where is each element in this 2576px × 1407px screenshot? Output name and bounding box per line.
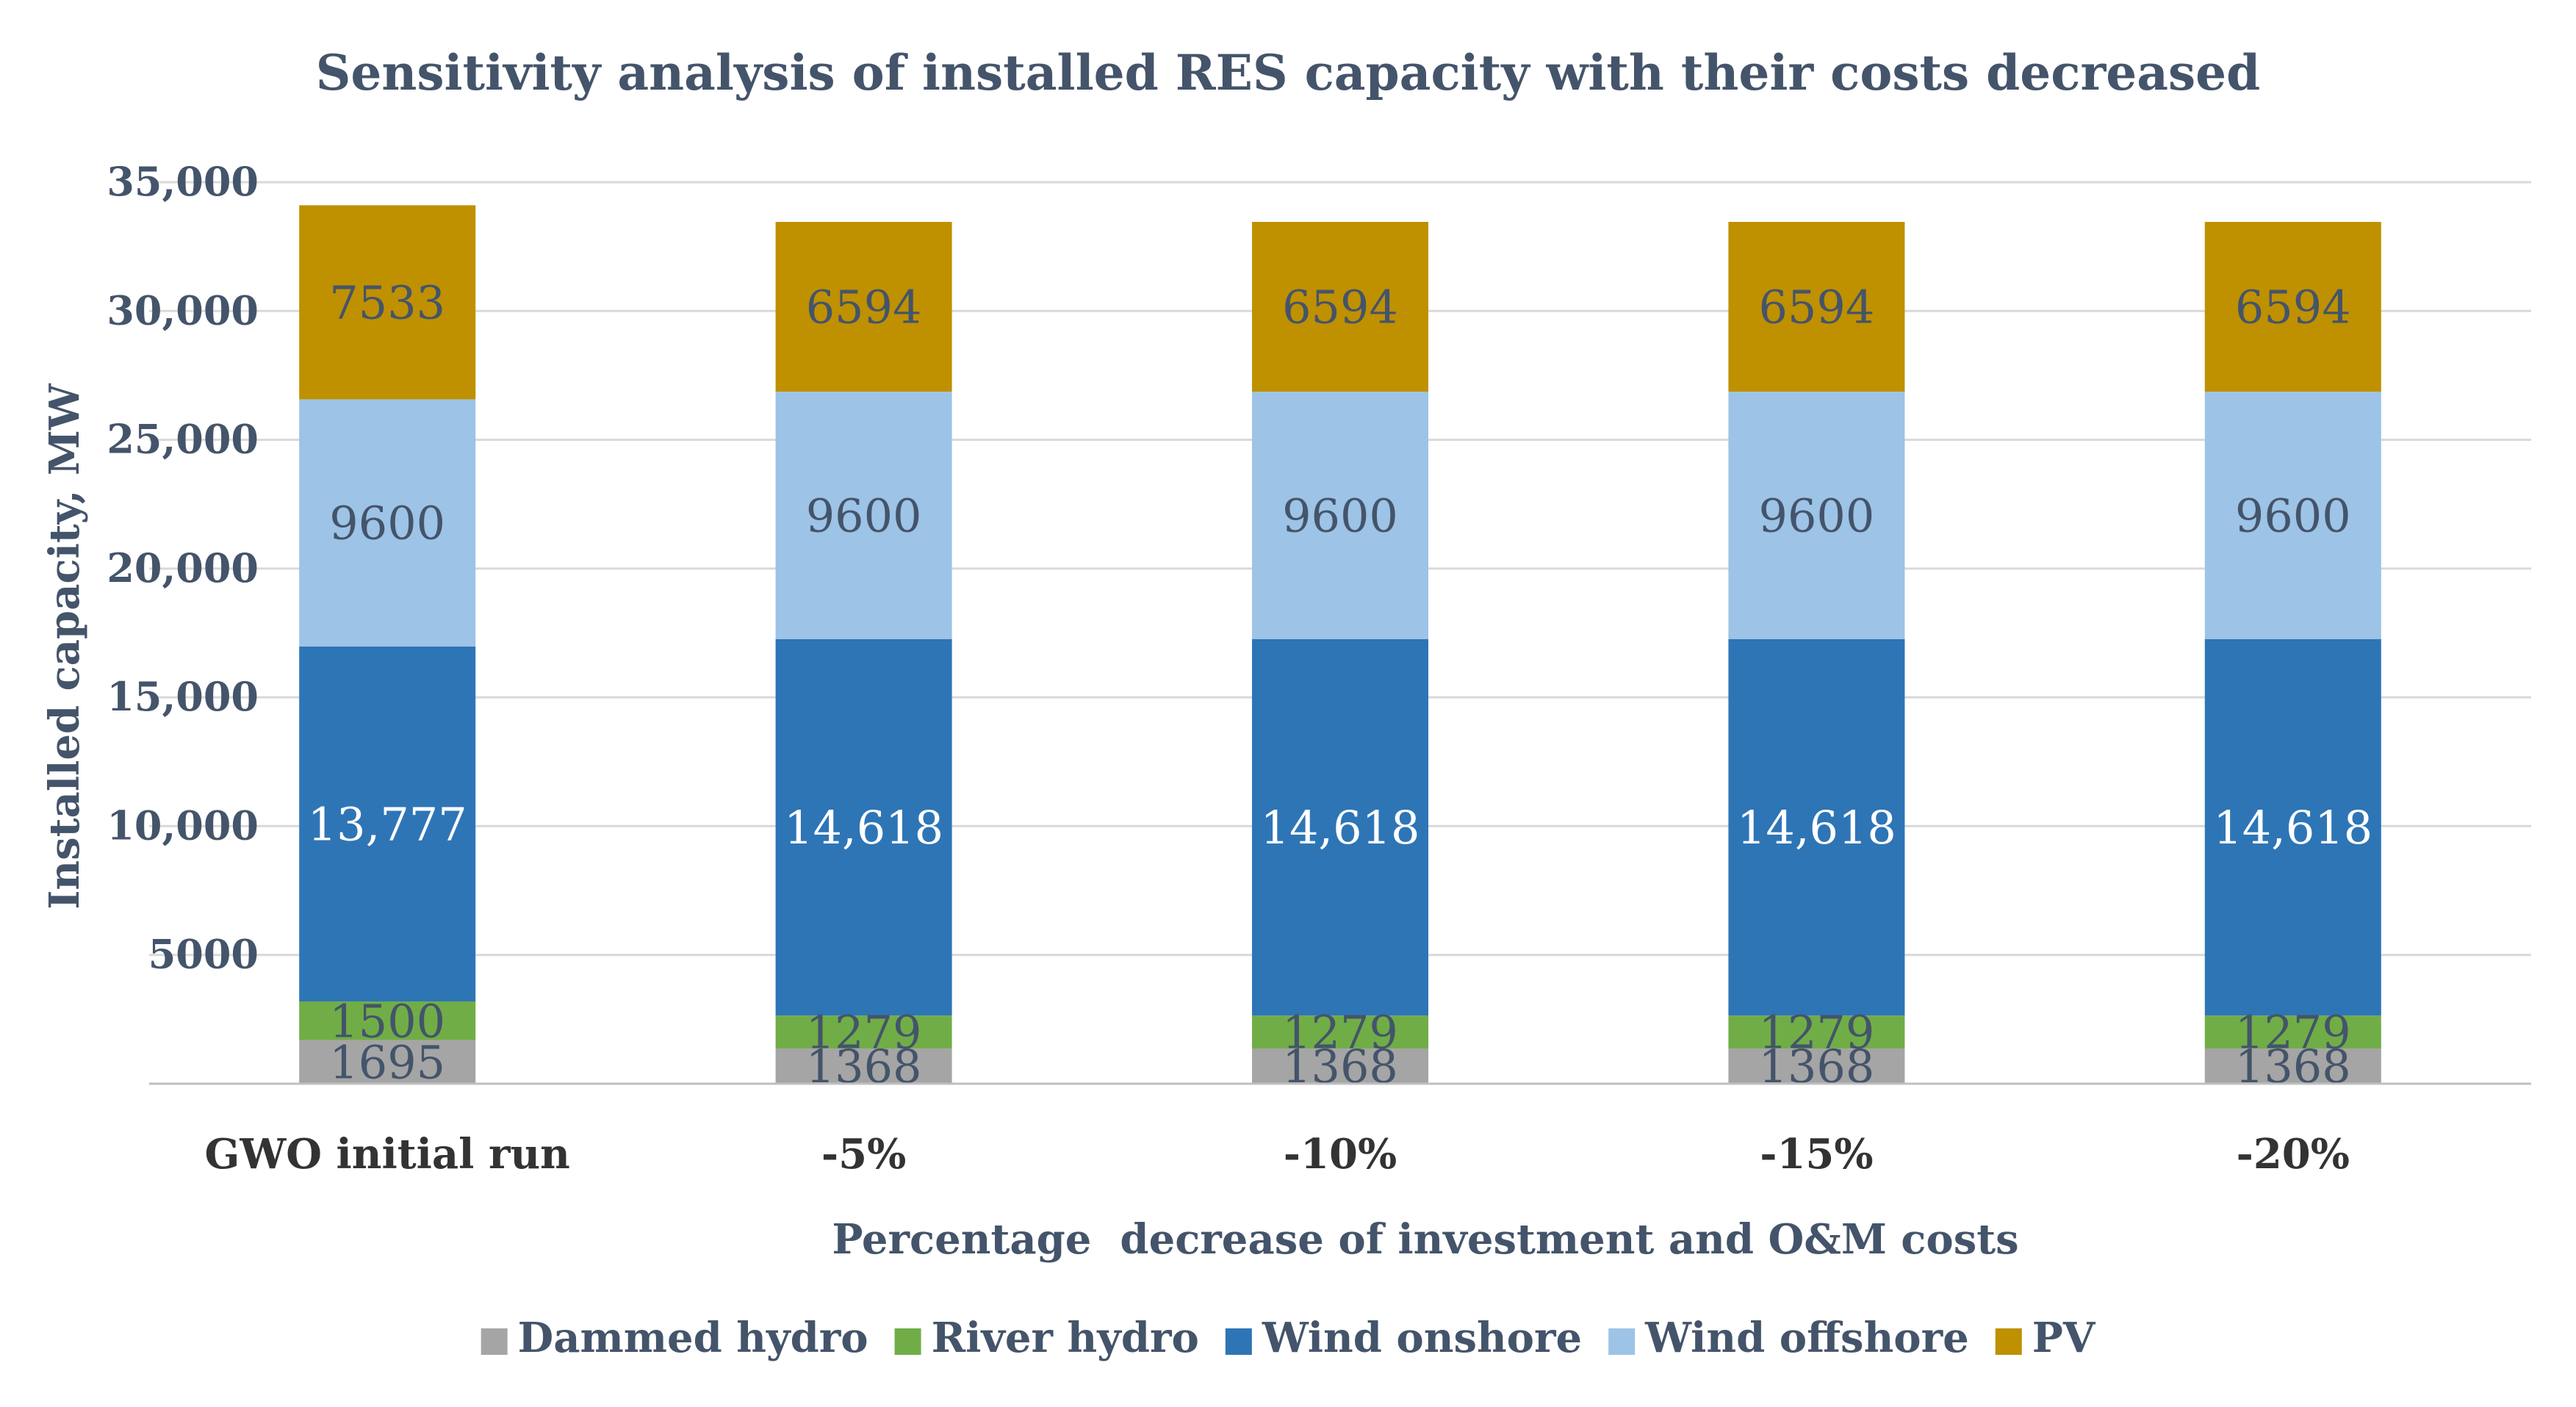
legend-label-river-hydro: River hydro [932, 1314, 1199, 1362]
data-label-pv-2: 6594 [806, 281, 922, 334]
y-tick-label: 30,000 [107, 287, 259, 334]
bar-pv-4 [1728, 222, 1905, 392]
bar-pv-3 [1252, 222, 1428, 392]
bar-dammed-hydro-1 [299, 1040, 476, 1084]
y-axis-ticks: 5000 10,000 15,000 20,000 25,000 30,000 35,000 [107, 158, 259, 978]
legend-swatch-wind-onshore [1225, 1328, 1252, 1355]
data-label-wind-offshore-5: 9600 [2235, 489, 2351, 542]
bar-river-hydro-1 [299, 1001, 476, 1040]
data-labels: 1695150013,777960075331368127914,6189600… [308, 276, 2373, 1093]
legend-swatch-pv [1995, 1328, 2022, 1355]
y-tick-label: 15,000 [107, 673, 259, 720]
bar-dammed-hydro-5 [2204, 1048, 2381, 1084]
data-label-wind-offshore-1: 9600 [329, 497, 445, 550]
y-tick-label: 20,000 [107, 544, 259, 591]
bar-river-hydro-5 [2204, 1015, 2381, 1049]
legend-label-dammed-hydro: Dammed hydro [518, 1314, 868, 1362]
x-category-label: -20% [2237, 1130, 2350, 1179]
legend: Dammed hydro River hydro Wind onshore Wind … [481, 1314, 2096, 1362]
chart-title: Sensitivity analysis of installed RES ca… [316, 44, 2261, 101]
y-tick-label: 10,000 [107, 802, 259, 849]
y-tick-label: 25,000 [107, 416, 259, 463]
data-label-wind-onshore-1: 13,777 [308, 798, 467, 852]
bar-wind-onshore-2 [775, 638, 952, 1016]
data-label-wind-onshore-5: 14,618 [2213, 801, 2372, 854]
bar-dammed-hydro-2 [775, 1048, 952, 1084]
data-label-river-hydro-4: 1279 [1759, 1006, 1875, 1059]
data-label-wind-onshore-3: 14,618 [1261, 801, 1420, 854]
bar-pv-5 [2204, 222, 2381, 392]
bar-wind-onshore-5 [2204, 638, 2381, 1016]
legend-label-pv: PV [2032, 1314, 2096, 1362]
bar-wind-offshore-2 [775, 392, 952, 639]
data-label-river-hydro-1: 1500 [329, 994, 445, 1048]
y-tick-label: 5000 [148, 931, 259, 978]
bar-pv-2 [775, 222, 952, 392]
legend-label-wind-onshore: Wind onshore [1262, 1314, 1582, 1362]
bar-wind-offshore-3 [1252, 392, 1428, 639]
data-label-river-hydro-2: 1279 [806, 1006, 922, 1059]
data-label-dammed-hydro-1: 1695 [329, 1035, 445, 1089]
x-axis-title: Percentage decrease of investment and O&… [832, 1215, 2018, 1264]
legend-item-river-hydro: River hydro [894, 1314, 1199, 1362]
data-label-wind-offshore-3: 9600 [1282, 489, 1398, 542]
legend-label-wind-offshore: Wind offshore [1644, 1314, 1969, 1362]
legend-item-wind-offshore: Wind offshore [1608, 1314, 1969, 1362]
legend-swatch-river-hydro [894, 1328, 921, 1355]
data-label-river-hydro-3: 1279 [1282, 1006, 1398, 1059]
bar-pv-1 [299, 205, 476, 400]
bar-dammed-hydro-4 [1728, 1048, 1905, 1084]
bar-wind-onshore-4 [1728, 638, 1905, 1016]
y-tick-label: 35,000 [107, 158, 259, 205]
data-label-pv-1: 7533 [329, 276, 445, 329]
data-label-river-hydro-5: 1279 [2235, 1006, 2351, 1059]
bar-river-hydro-3 [1252, 1015, 1428, 1049]
bar-wind-onshore-3 [1252, 638, 1428, 1016]
legend-swatch-dammed-hydro [481, 1328, 508, 1355]
legend-swatch-wind-offshore [1608, 1328, 1636, 1355]
bars [299, 205, 2381, 1084]
bar-wind-offshore-4 [1728, 392, 1905, 639]
data-label-wind-offshore-4: 9600 [1759, 489, 1875, 542]
bar-wind-onshore-1 [299, 647, 476, 1001]
data-label-pv-4: 6594 [1759, 281, 1875, 334]
legend-item-wind-onshore: Wind onshore [1225, 1314, 1582, 1362]
x-category-label: -15% [1760, 1130, 1873, 1179]
x-category-label: -5% [821, 1130, 906, 1179]
data-label-wind-onshore-2: 14,618 [784, 801, 943, 854]
bar-river-hydro-2 [775, 1015, 952, 1049]
y-axis-title: Installed capacity, MW [40, 383, 89, 910]
bar-river-hydro-4 [1728, 1015, 1905, 1049]
data-label-wind-onshore-4: 14,618 [1737, 801, 1896, 854]
x-category-label: -10% [1284, 1130, 1397, 1179]
x-category-label: GWO initial run [205, 1130, 570, 1179]
data-label-wind-offshore-2: 9600 [806, 489, 922, 542]
bar-dammed-hydro-3 [1252, 1048, 1428, 1084]
legend-item-pv: PV [1995, 1314, 2096, 1362]
x-axis-categories: GWO initial run -5% -10% -15% -20% [205, 1130, 2350, 1179]
data-label-pv-5: 6594 [2235, 281, 2351, 334]
data-label-pv-3: 6594 [1282, 281, 1398, 334]
legend-item-dammed-hydro: Dammed hydro [481, 1314, 868, 1362]
bar-wind-offshore-1 [299, 399, 476, 647]
bar-wind-offshore-5 [2204, 392, 2381, 639]
